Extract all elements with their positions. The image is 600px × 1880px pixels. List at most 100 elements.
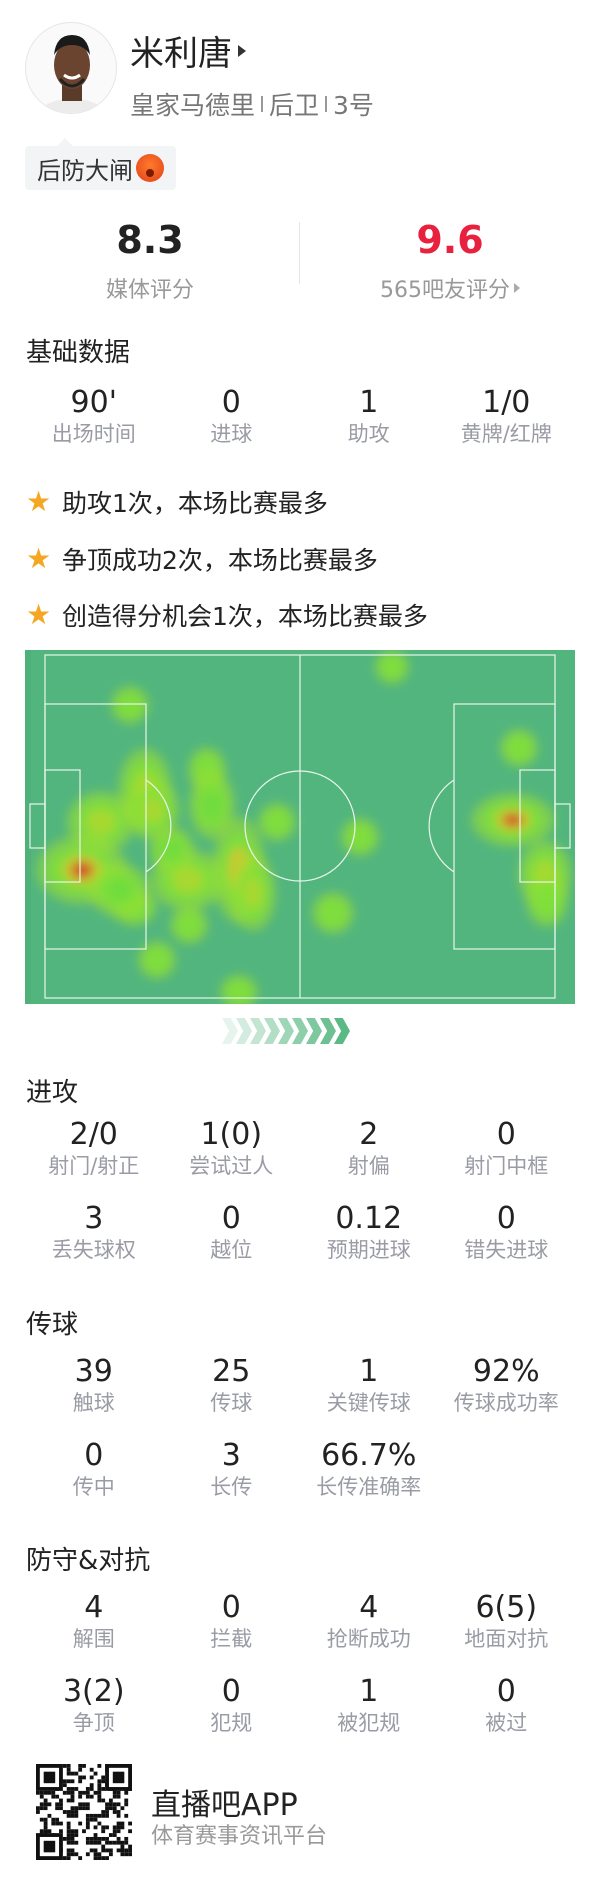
stat-basic: 1 助攻	[300, 386, 438, 448]
highlight-item: ★ 助攻1次，本场比赛最多	[26, 484, 328, 520]
player-name-link[interactable]: 米利唐	[130, 26, 246, 75]
section-title-passing: 传球	[26, 1310, 79, 1340]
heat-spot-core	[106, 878, 132, 902]
star-icon: ★	[26, 542, 52, 575]
stat-passing: 66.7% 长传准确率	[300, 1439, 438, 1501]
stat-value: 1/0	[482, 385, 531, 420]
stat-value: 0	[221, 1674, 241, 1709]
chevron-right-icon	[334, 1018, 350, 1044]
stat-defense: 3(2) 争顶	[25, 1675, 163, 1737]
heat-spot-core	[243, 877, 263, 909]
passing-stats: 39 触球 25 传球 1 关键传球 92% 传球成功率 0 传中 3 长传 66.7% 长传准确率	[25, 1355, 575, 1501]
stat-label: 被犯规	[337, 1711, 401, 1735]
stat-label: 助攻	[347, 422, 390, 446]
star-icon: ★	[26, 598, 52, 631]
stat-value: 3(2)	[62, 1674, 125, 1709]
heat-spot	[116, 691, 144, 719]
stat-value: 1(0)	[200, 1117, 263, 1152]
stat-label: 被过	[485, 1711, 528, 1735]
stat-passing: 39 触球	[25, 1355, 163, 1417]
stat-basic: 1/0 黄牌/红牌	[438, 386, 576, 448]
divider	[261, 96, 264, 112]
app-slogan: 体育赛事资讯平台	[151, 1824, 328, 1849]
stat-value: 0	[221, 385, 241, 420]
stat-label: 传中	[72, 1475, 115, 1499]
stat-label: 触球	[72, 1391, 115, 1415]
stat-basic: 90' 出场时间	[25, 386, 163, 448]
stat-value: 90'	[70, 385, 117, 420]
divider	[325, 96, 328, 112]
player-tag: 后防大闸	[25, 138, 176, 190]
heat-spot	[318, 898, 348, 928]
heatmap-pitch	[25, 650, 575, 1004]
heat-spot	[505, 734, 533, 762]
stat-passing: 92% 传球成功率	[438, 1355, 576, 1417]
team-name: 皇家马德里	[130, 91, 256, 120]
stat-label: 射偏	[347, 1154, 390, 1178]
star-icon: ★	[26, 485, 52, 518]
shirt-number: 3号	[333, 91, 374, 120]
heat-spot-core	[172, 867, 204, 893]
stat-label: 错失进球	[464, 1238, 549, 1262]
divider	[299, 222, 300, 284]
highlight-text: 助攻1次，本场比赛最多	[62, 489, 328, 518]
stat-attack: 3 丢失球权	[25, 1202, 163, 1264]
defense-stats: 4 解围 0 拦截 4 抢断成功 6(5) 地面对抗 3(2) 争顶 0 犯规 1 被犯规 0 被过	[25, 1591, 575, 1737]
stat-value: 1	[359, 1354, 379, 1389]
chevron-right-icon	[236, 1018, 252, 1044]
stat-label: 关键传球	[326, 1391, 411, 1415]
basic-stats: 90' 出场时间 0 进球 1 助攻 1/0 黄牌/红牌	[25, 386, 575, 448]
section-title-attack: 进攻	[26, 1078, 79, 1108]
stat-label: 预期进球	[326, 1238, 411, 1262]
stat-label: 射门中框	[464, 1154, 549, 1178]
stat-defense: 4 抢断成功	[300, 1591, 438, 1653]
stat-label: 争顶	[72, 1711, 115, 1735]
stat-label: 出场时间	[51, 422, 136, 446]
chevron-right-icon	[264, 1018, 280, 1044]
stat-label: 射门/射正	[48, 1154, 140, 1178]
stat-value: 0.12	[335, 1201, 403, 1236]
attack-stats: 2/0 射门/射正 1(0) 尝试过人 2 射偏 0 射门中框 3 丢失球权 0 越位 0.12 预期进球…	[25, 1118, 575, 1264]
stat-label: 越位	[210, 1238, 253, 1262]
stat-value: 1	[359, 385, 379, 420]
chevron-right-icon	[320, 1018, 336, 1044]
stat-label: 丢失球权	[51, 1238, 136, 1262]
stat-label: 传球	[210, 1391, 253, 1415]
stat-label: 传球成功率	[453, 1391, 559, 1415]
player-avatar[interactable]	[25, 22, 117, 114]
stat-passing: 0 传中	[25, 1439, 163, 1501]
qr-code[interactable]	[36, 1764, 132, 1860]
player-info: 皇家马德里 后卫 3号	[130, 86, 374, 122]
stat-label: 拦截	[210, 1627, 253, 1651]
chevron-right-icon	[292, 1018, 308, 1044]
highlight-item: ★ 创造得分机会1次，本场比赛最多	[26, 597, 428, 633]
stat-label: 犯规	[210, 1711, 253, 1735]
heat-spot	[143, 946, 171, 974]
stat-value: 2	[359, 1117, 379, 1152]
stat-attack: 2/0 射门/射正	[25, 1118, 163, 1180]
heat-spot	[379, 654, 405, 680]
media-rating-label: 媒体评分	[105, 278, 194, 303]
pitch-lines	[29, 654, 571, 999]
caret-right-icon	[514, 283, 520, 293]
heat-spot	[263, 808, 291, 836]
fan-rating-label: 565吧友评分	[380, 278, 510, 303]
highlight-text: 争顶成功2次，本场比赛最多	[62, 546, 378, 575]
media-rating: 8.3 媒体评分	[0, 218, 300, 304]
stat-passing: 25 传球	[163, 1355, 301, 1417]
stat-value: 2/0	[69, 1117, 118, 1152]
heat-spot-core	[141, 797, 165, 823]
stat-value: 0	[221, 1590, 241, 1625]
stat-attack: 0 越位	[163, 1202, 301, 1264]
chevron-right-icon	[278, 1018, 294, 1044]
stat-label: 进球	[210, 422, 253, 446]
stat-label: 长传	[210, 1475, 253, 1499]
stat-passing: 3 长传	[163, 1439, 301, 1501]
tag-label: 后防大闸	[37, 156, 133, 185]
stat-basic: 0 进球	[163, 386, 301, 448]
fan-rating-value: 9.6	[416, 218, 484, 262]
heat-spot	[225, 979, 253, 1004]
stat-label: 长传准确率	[316, 1475, 422, 1499]
stat-value: 0	[496, 1117, 516, 1152]
fan-rating[interactable]: 9.6 565吧友评分	[300, 218, 600, 304]
